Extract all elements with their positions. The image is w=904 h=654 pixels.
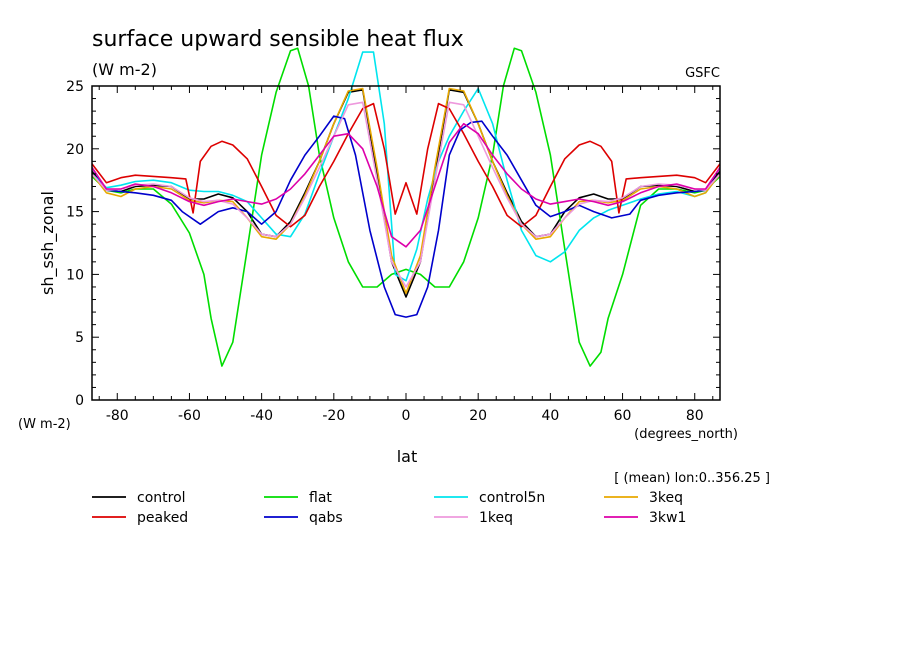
y-tick-label: 25: [66, 79, 84, 95]
mean-annotation: [ (mean) lon:0..356.25 ]: [614, 471, 770, 486]
series-line-3kw1: [92, 122, 720, 248]
x-axis-units: (degrees_north): [634, 427, 738, 442]
y-tick-label: 5: [75, 330, 84, 346]
series-line-flat: [92, 47, 720, 367]
legend-label-flat: flat: [309, 490, 332, 506]
legend: control flat control5n 3keq peaked qabs 1keq 3k…: [92, 490, 686, 526]
series-layer: [92, 47, 720, 367]
x-tick-label: 60: [614, 408, 632, 424]
legend-label-control5n: control5n: [479, 490, 545, 506]
series-line-1keq: [92, 101, 720, 288]
series-line-qabs: [92, 115, 720, 318]
chart-title: surface upward sensible heat flux: [92, 27, 464, 52]
y-axis-label: sh_ssh_zonal: [38, 191, 58, 295]
y-tick-label: 20: [66, 142, 84, 158]
legend-label-1keq: 1keq: [479, 510, 513, 526]
legend-label-3keq: 3keq: [649, 490, 683, 506]
legend-label-3kw1: 3kw1: [649, 510, 686, 526]
x-axis-label: lat: [397, 447, 418, 466]
legend-label-peaked: peaked: [137, 510, 188, 526]
y-axis-units: (W m-2): [18, 417, 71, 432]
x-tick-label: -20: [322, 408, 345, 424]
y-tick-label: 15: [66, 205, 84, 221]
x-tick-label: -60: [178, 408, 201, 424]
y-tick-label: 10: [66, 267, 84, 283]
series-line-peaked: [92, 102, 720, 228]
chart-units: (W m-2): [92, 60, 157, 79]
legend-label-qabs: qabs: [309, 510, 343, 526]
institution-label: GSFC: [685, 66, 720, 81]
x-tick-label: 80: [686, 408, 704, 424]
series-line-3keq: [92, 87, 720, 295]
series-line-control5n: [92, 51, 720, 282]
plot-frame: [91, 85, 721, 401]
x-tick-label: 0: [402, 408, 411, 424]
y-tick-label: 0: [75, 393, 84, 409]
x-tick-label: 40: [541, 408, 559, 424]
x-tick-label: 20: [469, 408, 487, 424]
series-line-control: [92, 89, 720, 298]
x-tick-label: -80: [106, 408, 129, 424]
legend-label-control: control: [137, 490, 186, 506]
ticks-layer: -80 -60 -40 -20 0 20 40 60 80 0 5 10 15 20 25: [66, 79, 720, 424]
x-tick-label: -40: [250, 408, 273, 424]
